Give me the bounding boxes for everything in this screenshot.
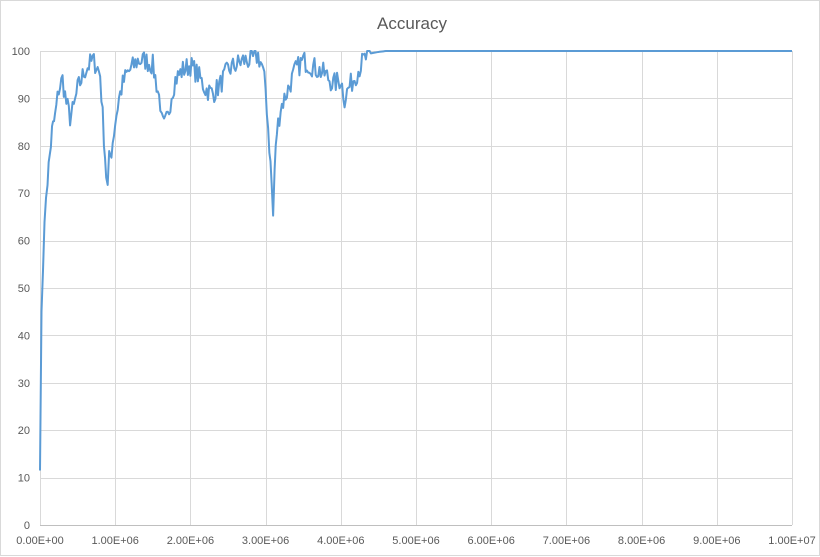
x-tick-label: 3.00E+06 [242, 535, 289, 547]
x-tick-label: 6.00E+06 [467, 535, 514, 547]
tick-labels: 0 10 20 30 40 50 60 70 80 90 100 0.00E+00 1.00E+06 2.… [12, 46, 816, 547]
x-tick-label: 8.00E+06 [618, 535, 665, 547]
x-tick-label: 1.00E+07 [768, 535, 815, 547]
x-tick-label: 4.00E+06 [317, 535, 364, 547]
x-tick-label: 2.00E+06 [167, 535, 214, 547]
gridlines [40, 51, 793, 525]
y-tick-label: 100 [12, 46, 30, 58]
y-tick-label: 20 [18, 425, 30, 437]
x-tick-label: 1.00E+06 [91, 535, 138, 547]
chart-title: Accuracy [377, 14, 447, 33]
y-tick-label: 50 [18, 283, 30, 295]
y-tick-label: 0 [24, 520, 30, 532]
y-tick-label: 70 [18, 188, 30, 200]
y-tick-label: 10 [18, 473, 30, 485]
x-tick-label: 5.00E+06 [392, 535, 439, 547]
x-tick-label: 9.00E+06 [693, 535, 740, 547]
series-layer [39, 50, 792, 471]
y-tick-label: 90 [18, 93, 30, 105]
y-tick-label: 30 [18, 378, 30, 390]
series-line [39, 50, 792, 471]
y-tick-label: 80 [18, 141, 30, 153]
x-tick-label: 0.00E+00 [16, 535, 63, 547]
x-tick-label: 7.00E+06 [543, 535, 590, 547]
y-tick-label: 40 [18, 330, 30, 342]
y-tick-label: 60 [18, 236, 30, 248]
